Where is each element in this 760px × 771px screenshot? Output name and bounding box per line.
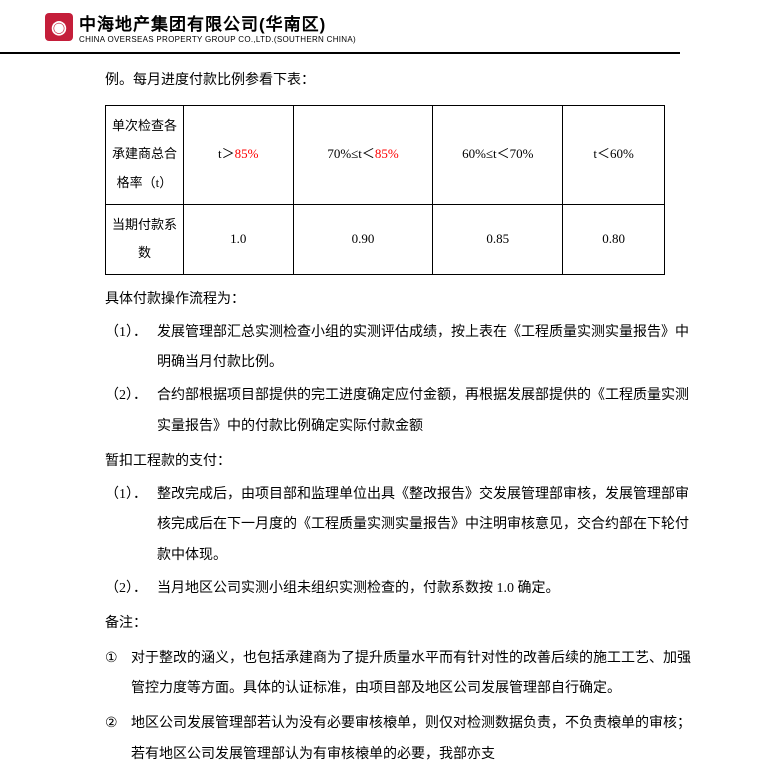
- item-number: （2）．: [105, 381, 157, 443]
- company-name-block: 中海地产集团有限公司(华南区) CHINA OVERSEAS PROPERTY …: [79, 10, 356, 44]
- item-text: 发展管理部汇总实测检查小组的实测评估成绩，按上表在《工程质量实测实量报告》中明确…: [157, 318, 700, 380]
- table-cell: 单次检查各承建商总合格率（t）: [106, 105, 184, 204]
- note-text: 对于整改的涵义，也包括承建商为了提升质量水平而有针对性的改善后续的施工工艺、加强…: [131, 644, 700, 706]
- table-cell: 70%≤t＜85%: [293, 105, 433, 204]
- section-title: 具体付款操作流程为：: [105, 285, 700, 316]
- table-cell: t＜60%: [563, 105, 665, 204]
- item-text: 合约部根据项目部提供的完工进度确定应付金额，再根据发展部提供的《工程质量实测实量…: [157, 381, 700, 443]
- section-title: 暂扣工程款的支付：: [105, 447, 700, 478]
- logo-icon: ◉: [51, 17, 67, 38]
- table-cell: 0.90: [293, 204, 433, 274]
- notes-title: 备注：: [105, 609, 700, 640]
- list-item: （1）． 发展管理部汇总实测检查小组的实测评估成绩，按上表在《工程质量实测实量报…: [105, 318, 700, 380]
- note-item: ① 对于整改的涵义，也包括承建商为了提升质量水平而有针对性的改善后续的施工工艺、…: [105, 644, 700, 706]
- table-row: 单次检查各承建商总合格率（t） t＞85% 70%≤t＜85% 60%≤t＜70…: [106, 105, 665, 204]
- payment-ratio-table: 单次检查各承建商总合格率（t） t＞85% 70%≤t＜85% 60%≤t＜70…: [105, 105, 665, 275]
- table-cell: 0.85: [433, 204, 563, 274]
- note-number: ②: [105, 709, 131, 771]
- company-name-chinese: 中海地产集团有限公司(华南区): [79, 10, 356, 35]
- document-header: ◉ 中海地产集团有限公司(华南区) CHINA OVERSEAS PROPERT…: [0, 0, 680, 54]
- list-item: （1）． 整改完成后，由项目部和监理单位出具《整改报告》交发展管理部审核，发展管…: [105, 480, 700, 572]
- item-number: （2）．: [105, 574, 157, 605]
- company-name-english: CHINA OVERSEAS PROPERTY GROUP CO.,LTD.(S…: [79, 35, 356, 44]
- item-number: （1）．: [105, 480, 157, 572]
- item-text: 当月地区公司实测小组未组织实测检查的，付款系数按 1.0 确定。: [157, 574, 700, 605]
- company-logo: ◉: [45, 13, 73, 41]
- item-text: 整改完成后，由项目部和监理单位出具《整改报告》交发展管理部审核，发展管理部审核完…: [157, 480, 700, 572]
- note-number: ①: [105, 644, 131, 706]
- item-number: （1）．: [105, 318, 157, 380]
- note-item: ② 地区公司发展管理部若认为没有必要审核榱单，则仅对检测数据负责，不负责榱单的审…: [105, 709, 700, 771]
- table-cell: 1.0: [183, 204, 293, 274]
- list-item: （2）． 合约部根据项目部提供的完工进度确定应付金额，再根据发展部提供的《工程质…: [105, 381, 700, 443]
- table-cell: t＞85%: [183, 105, 293, 204]
- table-cell: 0.80: [563, 204, 665, 274]
- list-item: （2）． 当月地区公司实测小组未组织实测检查的，付款系数按 1.0 确定。: [105, 574, 700, 605]
- table-row: 当期付款系数 1.0 0.90 0.85 0.80: [106, 204, 665, 274]
- table-cell: 60%≤t＜70%: [433, 105, 563, 204]
- intro-text: 例。每月进度付款比例参看下表：: [105, 66, 700, 97]
- table-cell: 当期付款系数: [106, 204, 184, 274]
- document-content: 例。每月进度付款比例参看下表： 单次检查各承建商总合格率（t） t＞85% 70…: [0, 66, 760, 771]
- note-text: 地区公司发展管理部若认为没有必要审核榱单，则仅对检测数据负责，不负责榱单的审核；…: [131, 709, 700, 771]
